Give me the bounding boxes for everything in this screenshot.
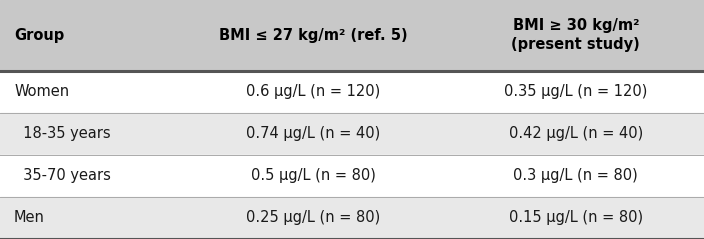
Text: BMI ≤ 27 kg/m² (ref. 5): BMI ≤ 27 kg/m² (ref. 5) bbox=[219, 28, 408, 43]
Bar bbox=[0, 0, 704, 71]
Text: BMI ≥ 30 kg/m²
(present study): BMI ≥ 30 kg/m² (present study) bbox=[512, 18, 640, 52]
Text: Women: Women bbox=[14, 84, 69, 99]
Text: 0.35 μg/L (n = 120): 0.35 μg/L (n = 120) bbox=[504, 84, 648, 99]
Text: 0.15 μg/L (n = 80): 0.15 μg/L (n = 80) bbox=[509, 210, 643, 225]
Text: 0.42 μg/L (n = 40): 0.42 μg/L (n = 40) bbox=[509, 126, 643, 141]
Text: 0.74 μg/L (n = 40): 0.74 μg/L (n = 40) bbox=[246, 126, 380, 141]
Text: 0.6 μg/L (n = 120): 0.6 μg/L (n = 120) bbox=[246, 84, 380, 99]
Text: Men: Men bbox=[14, 210, 45, 225]
Text: 0.3 μg/L (n = 80): 0.3 μg/L (n = 80) bbox=[513, 168, 639, 183]
Bar bbox=[0, 113, 704, 155]
Text: Group: Group bbox=[14, 28, 64, 43]
Bar bbox=[0, 71, 704, 113]
Text: 0.5 μg/L (n = 80): 0.5 μg/L (n = 80) bbox=[251, 168, 376, 183]
Text: 18-35 years: 18-35 years bbox=[14, 126, 111, 141]
Text: 0.25 μg/L (n = 80): 0.25 μg/L (n = 80) bbox=[246, 210, 380, 225]
Bar bbox=[0, 155, 704, 197]
Text: 35-70 years: 35-70 years bbox=[14, 168, 111, 183]
Bar bbox=[0, 197, 704, 239]
